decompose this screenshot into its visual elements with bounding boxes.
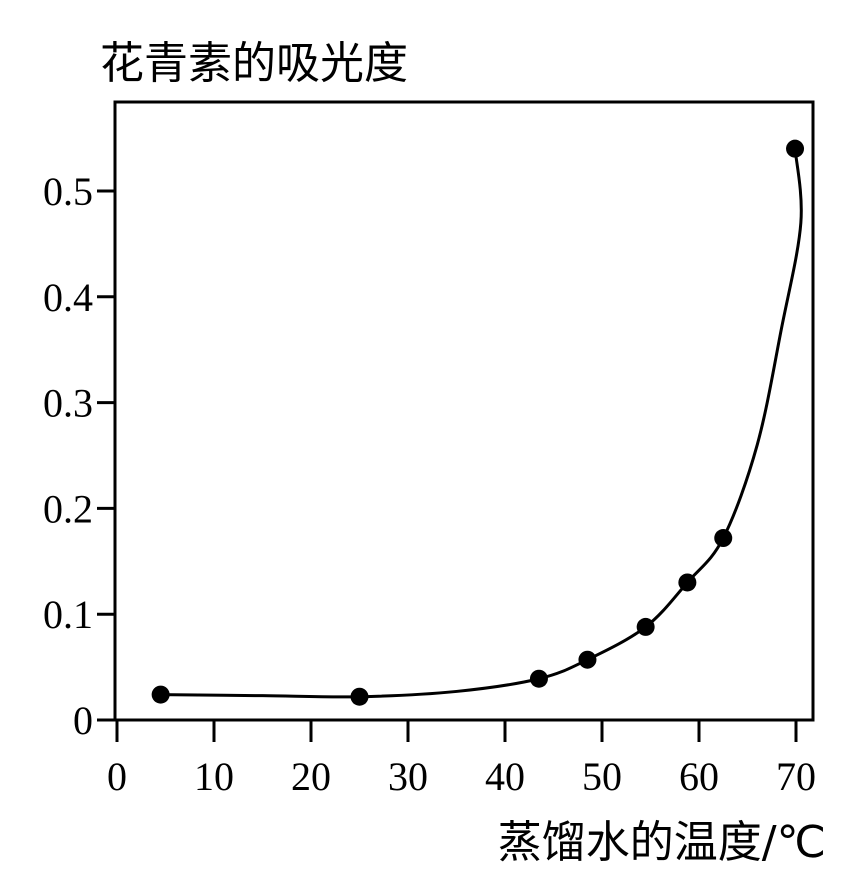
axis-ticks	[97, 189, 798, 742]
plot-frame	[113, 100, 815, 722]
data-point	[529, 669, 548, 688]
data-point	[350, 687, 369, 706]
data-point	[678, 573, 697, 592]
x-tick-label: 60	[679, 754, 719, 799]
data-point	[714, 529, 733, 548]
data-point	[578, 650, 597, 669]
y-tick-label: 0	[73, 698, 93, 743]
y-tick-label: 0.3	[43, 381, 93, 426]
trend-curve	[160, 148, 803, 699]
data-point	[786, 139, 805, 158]
x-tick-label: 10	[194, 754, 234, 799]
x-tick-label: 50	[582, 754, 622, 799]
y-tick-label: 0.1	[43, 592, 93, 637]
y-axis-title: 花青素的吸光度	[100, 38, 408, 89]
y-tick-label: 0.2	[43, 486, 93, 531]
data-points	[151, 139, 805, 706]
x-tick-label: 70	[776, 754, 816, 799]
y-tick-label: 0.5	[43, 169, 93, 214]
data-point	[151, 685, 170, 704]
x-tick-label: 30	[388, 754, 428, 799]
data-point	[636, 617, 655, 636]
axis-tick-labels: 0 10 20 30 40 50 60 70 0 0.1 0.2 0.3 0.4 0.5	[43, 169, 816, 799]
x-tick-label: 20	[291, 754, 331, 799]
y-tick-label: 0.4	[43, 275, 93, 320]
x-axis-title: 蒸馏水的温度/℃	[498, 817, 826, 868]
x-tick-label: 40	[485, 754, 525, 799]
x-tick-label: 0	[107, 754, 127, 799]
